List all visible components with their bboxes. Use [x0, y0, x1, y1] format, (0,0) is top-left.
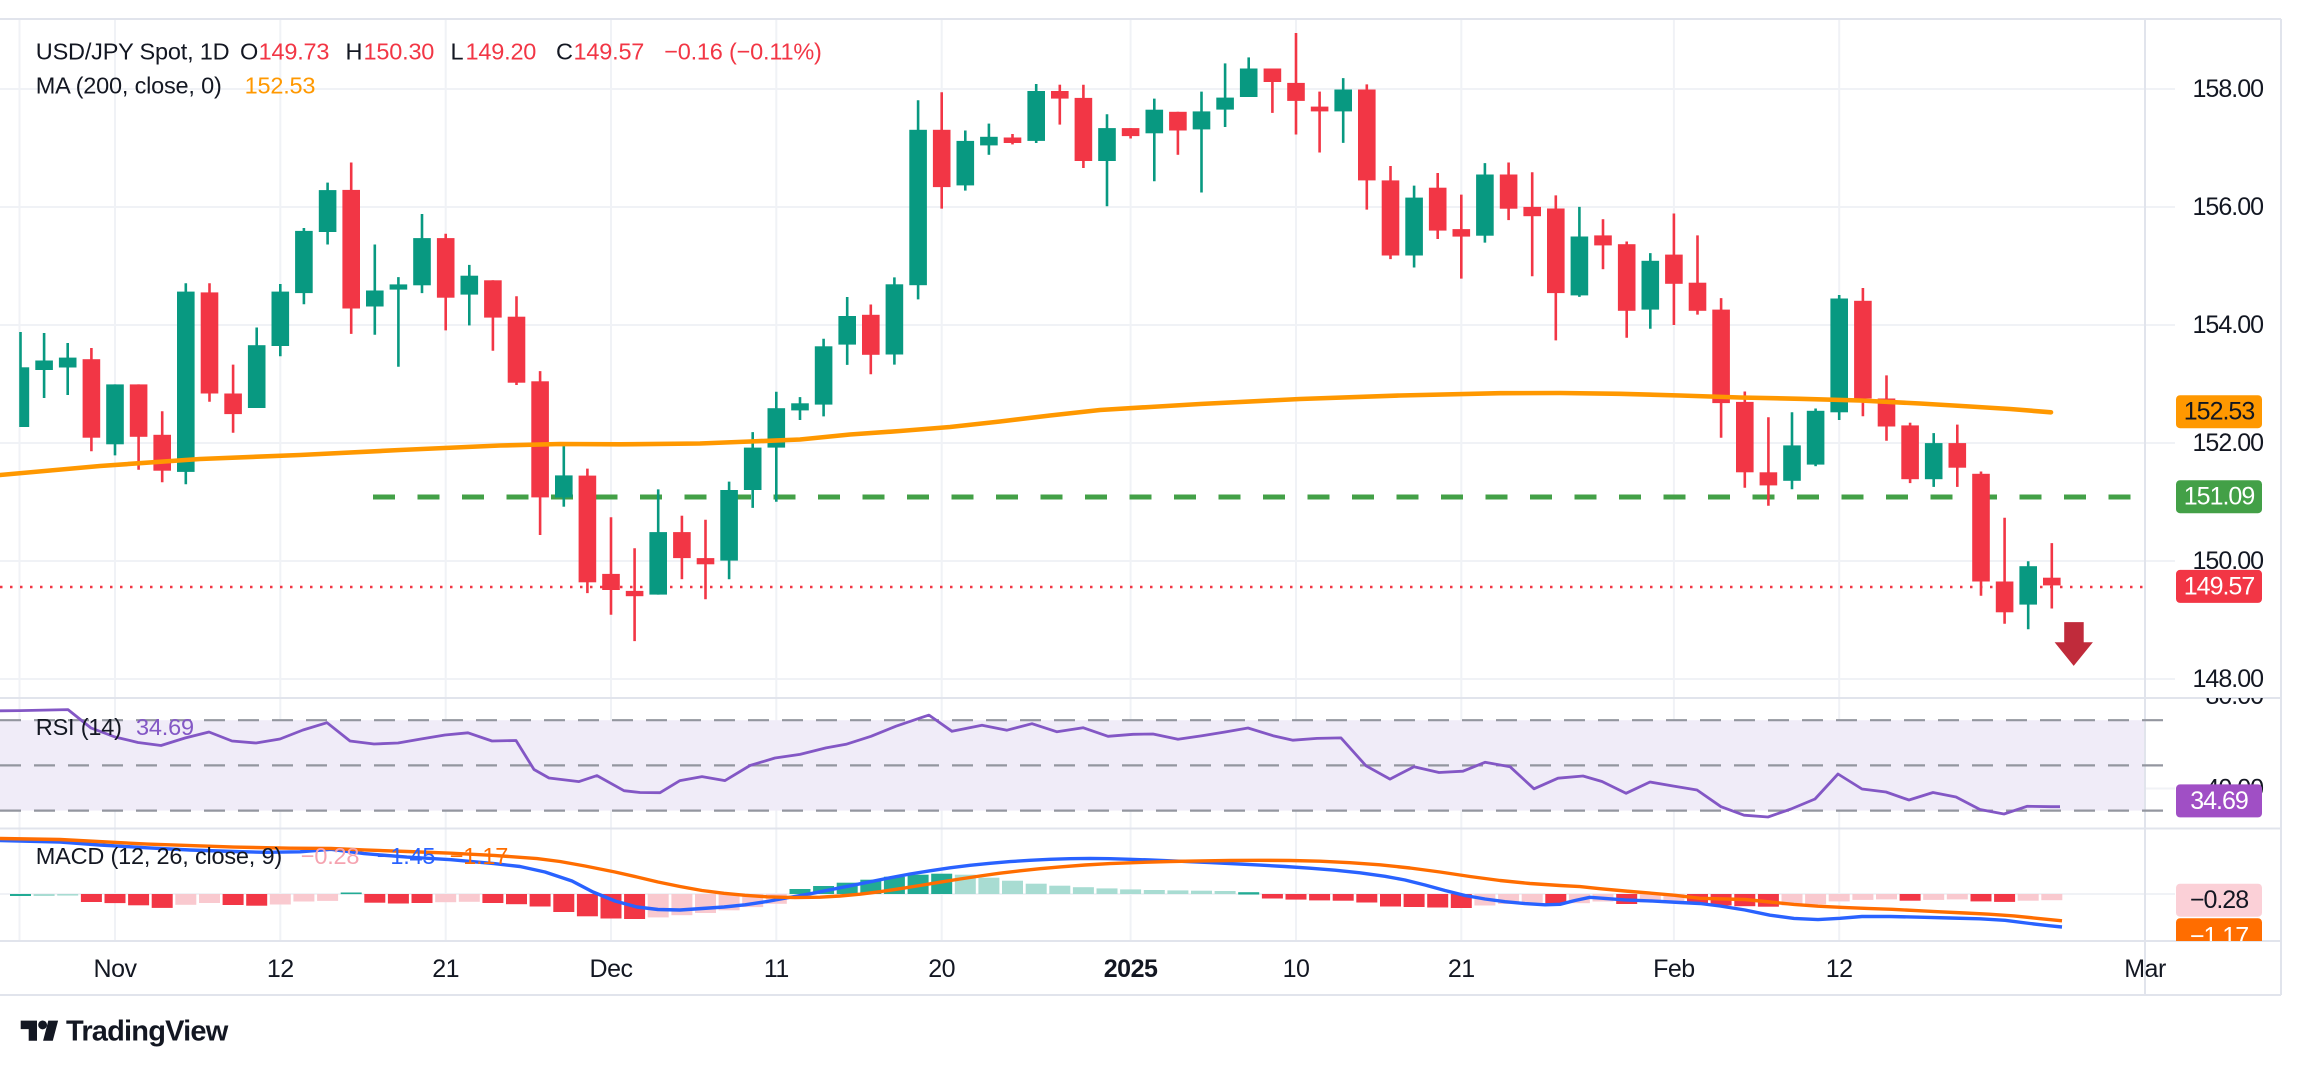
- svg-text:154.00: 154.00: [2193, 311, 2264, 339]
- svg-text:−1.17: −1.17: [450, 843, 508, 869]
- svg-text:−0.28: −0.28: [301, 843, 360, 869]
- svg-text:Feb: Feb: [1653, 955, 1695, 983]
- svg-text:149.20: 149.20: [466, 39, 537, 65]
- svg-text:149.57: 149.57: [574, 39, 645, 65]
- svg-text:−0.28: −0.28: [2190, 886, 2248, 914]
- svg-text:156.00: 156.00: [2193, 193, 2264, 221]
- svg-text:TradingView: TradingView: [66, 1016, 229, 1048]
- svg-text:MA (200, close, 0): MA (200, close, 0): [36, 73, 222, 99]
- svg-text:21: 21: [1448, 955, 1475, 983]
- svg-text:21: 21: [432, 955, 459, 983]
- svg-text:Dec: Dec: [590, 955, 633, 983]
- svg-text:80.00: 80.00: [2205, 682, 2263, 710]
- svg-text:34.69: 34.69: [2190, 787, 2248, 815]
- svg-text:151.09: 151.09: [2184, 483, 2255, 511]
- svg-text:34.69: 34.69: [136, 714, 194, 740]
- svg-text:12: 12: [1826, 955, 1853, 983]
- svg-text:−1.17: −1.17: [2190, 923, 2248, 951]
- svg-text:O: O: [240, 39, 258, 65]
- svg-text:−1.45: −1.45: [377, 843, 436, 869]
- svg-text:RSI (14): RSI (14): [36, 714, 122, 740]
- svg-text:MACD (12, 26, close, 9): MACD (12, 26, close, 9): [36, 843, 282, 869]
- svg-text:USD/JPY Spot, 1D: USD/JPY Spot, 1D: [36, 39, 230, 65]
- svg-text:149.73: 149.73: [259, 39, 330, 65]
- svg-text:H: H: [346, 39, 363, 65]
- svg-text:Mar: Mar: [2124, 955, 2166, 983]
- svg-text:10: 10: [1283, 955, 1310, 983]
- svg-text:158.00: 158.00: [2193, 75, 2264, 103]
- svg-text:149.57: 149.57: [2184, 572, 2255, 600]
- svg-text:150.30: 150.30: [364, 39, 435, 65]
- svg-text:148.00: 148.00: [2193, 665, 2264, 693]
- svg-text:C: C: [556, 39, 573, 65]
- svg-text:2025: 2025: [1104, 955, 1158, 983]
- svg-text:152.53: 152.53: [2184, 398, 2255, 426]
- svg-text:152.53: 152.53: [245, 73, 316, 99]
- svg-text:11: 11: [764, 955, 789, 983]
- svg-text:−0.16 (−0.11%): −0.16 (−0.11%): [664, 39, 821, 65]
- svg-text:152.00: 152.00: [2193, 429, 2264, 457]
- svg-text:L: L: [451, 39, 464, 65]
- svg-text:20: 20: [928, 955, 955, 983]
- svg-text:12: 12: [267, 955, 294, 983]
- svg-text:Nov: Nov: [94, 955, 138, 983]
